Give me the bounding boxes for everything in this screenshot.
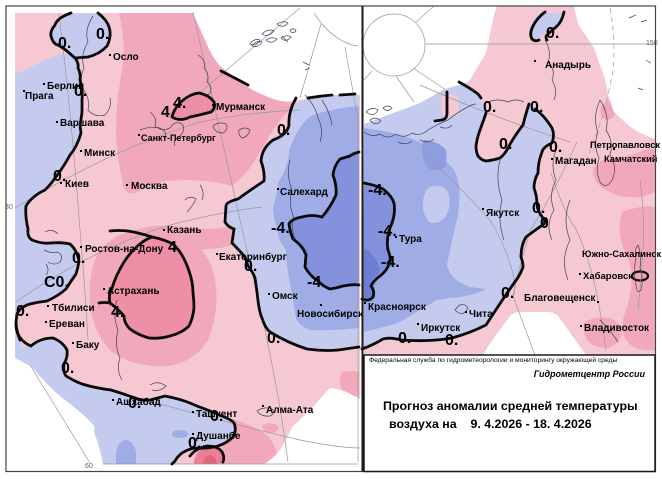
svg-text:0: 0 <box>540 215 549 232</box>
svg-text:Баку: Баку <box>76 340 100 351</box>
svg-text:Душанбе: Душанбе <box>196 430 241 442</box>
svg-text:Минск: Минск <box>84 148 116 159</box>
svg-text:0.: 0. <box>74 83 87 100</box>
svg-text:0.: 0. <box>96 26 109 43</box>
svg-text:Иркутск: Иркутск <box>421 323 461 334</box>
svg-text:0.: 0. <box>58 35 71 52</box>
svg-text:Федеральная служба по гидромет: Федеральная служба по гидрометеорологии … <box>369 356 617 364</box>
svg-text:4.: 4. <box>111 304 124 321</box>
svg-text:Благовещенск: Благовещенск <box>524 293 596 304</box>
svg-text:0.: 0. <box>244 258 257 275</box>
svg-text:0.: 0. <box>16 303 29 320</box>
svg-text:60: 60 <box>85 463 93 470</box>
svg-text:Чита: Чита <box>469 309 493 320</box>
svg-text:Салехард: Салехард <box>280 187 329 198</box>
svg-text:0.: 0. <box>530 99 543 116</box>
svg-text:Гидрометцентр России: Гидрометцентр России <box>534 369 646 379</box>
svg-text:0.: 0. <box>61 360 74 377</box>
svg-text:0.: 0. <box>398 330 411 347</box>
svg-text:-4.: -4. <box>307 274 326 291</box>
svg-text:Петропавловск: Петропавловск <box>590 140 660 150</box>
svg-text:0.: 0. <box>546 25 559 42</box>
svg-text:С0.: С0. <box>44 274 69 291</box>
svg-text:0.: 0. <box>72 250 85 267</box>
svg-text:Анадырь: Анадырь <box>545 60 591 71</box>
svg-text:0.: 0. <box>210 408 223 425</box>
svg-text:Магадан: Магадан <box>555 156 597 167</box>
svg-text:Красноярск: Красноярск <box>368 302 427 313</box>
svg-text:Астрахань: Астрахань <box>107 286 160 297</box>
svg-text:0.: 0. <box>501 285 514 302</box>
svg-text:Ашхабад: Ашхабад <box>116 396 161 408</box>
svg-text:Ташкент: Ташкент <box>196 409 237 420</box>
svg-text:Хабаровск: Хабаровск <box>583 271 633 282</box>
svg-text:0.: 0. <box>53 168 66 185</box>
svg-text:Прогноз аномалии средней темпе: Прогноз аномалии средней температуры <box>383 399 638 413</box>
svg-text:-4.: -4. <box>368 182 387 199</box>
svg-text:Омск: Омск <box>272 291 299 302</box>
svg-text:Осло: Осло <box>113 52 139 63</box>
svg-text:Владивосток: Владивосток <box>584 323 650 334</box>
svg-text:150: 150 <box>646 40 658 47</box>
svg-text:Новосибирск: Новосибирск <box>297 308 364 320</box>
svg-text:Прага: Прага <box>25 91 54 102</box>
svg-text:-4.: -4. <box>381 254 400 271</box>
svg-text:Ереван: Ереван <box>49 319 85 330</box>
svg-text:Варшава: Варшава <box>60 118 105 129</box>
svg-text:Якутск: Якутск <box>486 208 520 219</box>
svg-text:0.: 0. <box>499 136 512 153</box>
svg-text:-4.: -4. <box>271 220 290 237</box>
svg-text:0.: 0. <box>128 395 141 412</box>
svg-text:-4.: -4. <box>378 223 397 240</box>
svg-text:0.: 0. <box>445 332 458 349</box>
svg-text:4.: 4. <box>168 239 181 256</box>
svg-text:0.: 0. <box>277 122 290 139</box>
svg-text:30: 30 <box>5 204 13 211</box>
svg-text:Берлин: Берлин <box>47 81 84 92</box>
svg-text:4.: 4. <box>173 95 186 112</box>
svg-text:Екатеринбург: Екатеринбург <box>219 251 287 263</box>
svg-text:Киев: Киев <box>65 179 89 190</box>
svg-text:4.: 4. <box>161 104 174 121</box>
svg-text:0.: 0. <box>532 200 545 217</box>
svg-text:Казань: Казань <box>167 225 202 236</box>
svg-text:0.: 0. <box>483 99 496 116</box>
svg-text:Мурманск: Мурманск <box>216 102 266 113</box>
svg-text:Москва: Москва <box>131 181 168 192</box>
svg-text:Тура: Тура <box>399 234 422 245</box>
svg-text:Тбилиси: Тбилиси <box>52 302 95 314</box>
svg-text:Алма-Ата: Алма-Ата <box>266 405 314 416</box>
svg-text:0.: 0. <box>188 435 201 452</box>
svg-text:Санкт-Петербург: Санкт-Петербург <box>141 133 216 143</box>
svg-text:Южно-Сахалинск: Южно-Сахалинск <box>582 249 662 259</box>
svg-text:0.: 0. <box>549 139 562 156</box>
svg-text:воздуха на 9. 4.2026 - 18.: воздуха на 9. 4.2026 - 18. 4.2026 <box>389 417 592 431</box>
svg-text:Камчатский: Камчатский <box>604 154 658 164</box>
svg-text:0.: 0. <box>267 330 280 347</box>
svg-text:Ростов-на-Дону: Ростов-на-Дону <box>85 244 164 255</box>
